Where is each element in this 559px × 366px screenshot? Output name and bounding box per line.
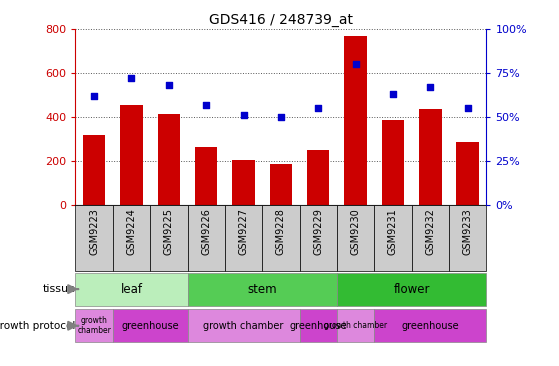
Title: GDS416 / 248739_at: GDS416 / 248739_at <box>209 13 353 27</box>
Bar <box>337 309 375 342</box>
Text: stem: stem <box>248 283 277 296</box>
Text: GSM9233: GSM9233 <box>463 208 473 255</box>
Text: GSM9227: GSM9227 <box>239 208 249 255</box>
Bar <box>187 205 225 271</box>
Text: greenhouse: greenhouse <box>121 321 179 331</box>
Bar <box>187 309 300 342</box>
Bar <box>375 205 411 271</box>
Bar <box>262 205 300 271</box>
Bar <box>113 205 150 271</box>
Point <box>351 61 360 67</box>
Bar <box>457 142 479 205</box>
Point <box>276 114 285 120</box>
Text: GSM9231: GSM9231 <box>388 208 398 255</box>
Bar <box>75 273 187 306</box>
Point <box>127 75 136 81</box>
Text: GSM9230: GSM9230 <box>350 208 361 255</box>
Text: growth chamber: growth chamber <box>203 321 284 331</box>
Bar <box>75 309 113 342</box>
Text: tissue: tissue <box>42 284 75 294</box>
Text: growth
chamber: growth chamber <box>77 316 111 336</box>
Point <box>202 102 211 108</box>
Bar <box>225 205 262 271</box>
Bar <box>113 309 187 342</box>
Text: GSM9229: GSM9229 <box>313 208 323 255</box>
Text: greenhouse: greenhouse <box>401 321 459 331</box>
Bar <box>300 309 337 342</box>
Bar <box>337 273 486 306</box>
Bar <box>419 109 442 205</box>
Text: GSM9228: GSM9228 <box>276 208 286 255</box>
Point <box>314 105 323 111</box>
Text: GSM9225: GSM9225 <box>164 208 174 255</box>
Bar <box>269 164 292 205</box>
Bar <box>158 114 180 205</box>
Bar <box>300 205 337 271</box>
Text: leaf: leaf <box>121 283 143 296</box>
Text: growth chamber: growth chamber <box>324 321 387 330</box>
Text: GSM9224: GSM9224 <box>126 208 136 255</box>
Bar <box>187 273 337 306</box>
Text: growth protocol: growth protocol <box>0 321 75 331</box>
Bar <box>337 205 375 271</box>
Point <box>426 84 435 90</box>
Point <box>164 83 173 89</box>
Bar <box>375 309 486 342</box>
Bar <box>195 147 217 205</box>
Text: GSM9223: GSM9223 <box>89 208 99 255</box>
Bar <box>307 150 329 205</box>
Bar <box>411 205 449 271</box>
Point <box>389 92 397 97</box>
Point <box>89 93 98 99</box>
Bar <box>75 205 113 271</box>
Point <box>239 112 248 118</box>
Bar <box>449 205 486 271</box>
Text: GSM9232: GSM9232 <box>425 208 435 255</box>
Bar <box>382 120 404 205</box>
Text: GSM9226: GSM9226 <box>201 208 211 255</box>
Bar <box>120 105 143 205</box>
Text: greenhouse: greenhouse <box>290 321 347 331</box>
Bar <box>233 160 255 205</box>
Text: flower: flower <box>394 283 430 296</box>
Bar <box>83 135 105 205</box>
Bar <box>150 205 187 271</box>
Bar <box>344 36 367 205</box>
Point <box>463 105 472 111</box>
